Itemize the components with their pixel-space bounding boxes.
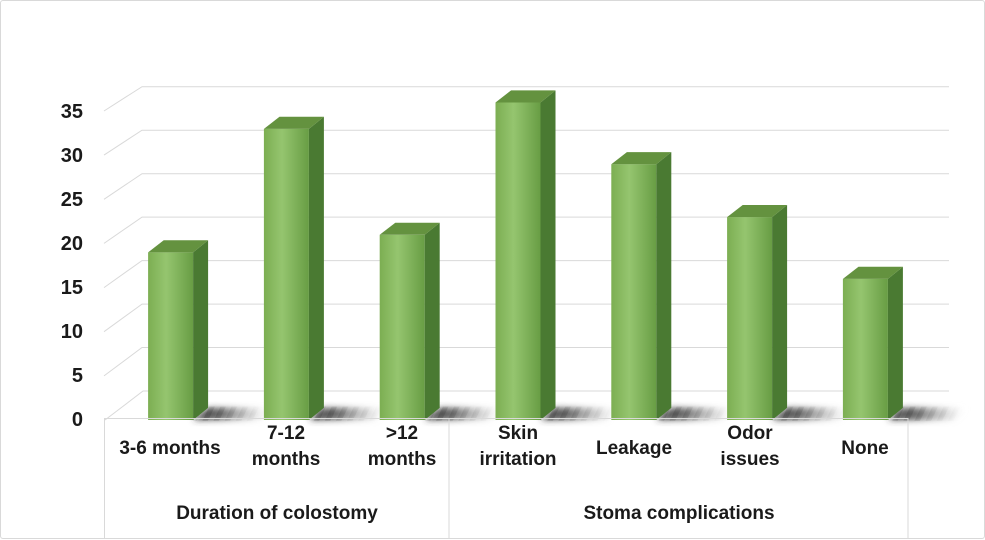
svg-text:Duration of colostomy: Duration of colostomy	[176, 503, 378, 524]
svg-text:Stoma complications: Stoma complications	[583, 503, 774, 524]
svg-text:25: 25	[61, 189, 83, 211]
svg-text:irritation: irritation	[479, 449, 556, 470]
svg-text:None: None	[841, 438, 889, 459]
svg-text:>12: >12	[386, 423, 418, 444]
svg-text:15: 15	[61, 277, 83, 299]
svg-text:30: 30	[61, 145, 83, 167]
svg-text:10: 10	[61, 321, 83, 343]
svg-text:Odor: Odor	[727, 423, 773, 444]
svg-text:issues: issues	[720, 449, 779, 470]
svg-text:Skin: Skin	[498, 423, 538, 444]
svg-text:35: 35	[61, 101, 83, 123]
svg-text:20: 20	[61, 233, 83, 255]
svg-text:Leakage: Leakage	[596, 438, 672, 459]
svg-text:5: 5	[72, 365, 83, 387]
svg-text:months: months	[252, 449, 321, 470]
svg-text:3-6 months: 3-6 months	[119, 438, 220, 459]
svg-text:7-12: 7-12	[267, 423, 305, 444]
svg-text:months: months	[368, 449, 437, 470]
svg-text:0: 0	[72, 409, 83, 431]
